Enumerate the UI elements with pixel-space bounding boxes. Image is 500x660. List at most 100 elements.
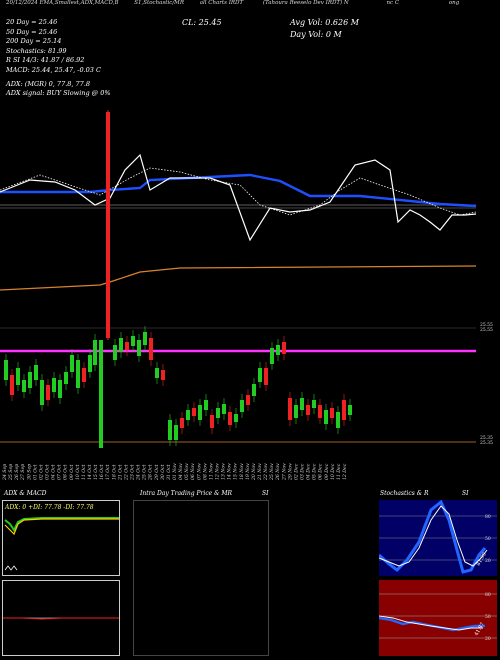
- candle: [76, 360, 80, 388]
- candle: [240, 400, 244, 412]
- intraday-panel-title: Intra Day Trading Price & MR: [140, 490, 233, 497]
- candle: [155, 368, 159, 378]
- candle: [180, 418, 184, 428]
- intraday-si-label: SI: [262, 490, 269, 497]
- candle: [330, 408, 334, 418]
- ema20-label: 20 Day = 25.46: [6, 18, 58, 26]
- adx-label: ADX: (MGR) 0, 77.8, 77.8: [6, 79, 91, 88]
- date-label: 10 Oct: [75, 464, 81, 480]
- date-label: 02 Dec: [293, 463, 299, 480]
- date-label: 28 Oct: [148, 464, 154, 481]
- candle: [336, 412, 340, 428]
- si-level-20: 20: [485, 636, 491, 642]
- candle: [149, 338, 153, 360]
- date-label: 25 Nov: [269, 463, 275, 481]
- date-label: 11 Dec: [336, 463, 342, 480]
- r-si-label: R SI 14/3: 41.87 / 86.92: [6, 56, 85, 65]
- si-level-80: 80: [485, 592, 491, 598]
- date-label: 09 Oct: [69, 464, 75, 480]
- candle: [40, 380, 44, 405]
- date-label: 27 Nov: [281, 463, 287, 481]
- stochastics-label: Stochastics: 81.99: [6, 46, 67, 55]
- date-label: 04 Oct: [51, 464, 57, 480]
- candle: [204, 400, 208, 410]
- date-label: 27 Sep: [20, 464, 26, 481]
- indicator-info: 20 Day = 25.46 50 Day = 25.46 200 Day = …: [6, 18, 111, 99]
- date-label: 07 Oct: [57, 464, 63, 480]
- orange-ma-line: [0, 265, 477, 291]
- date-label: 01 Oct: [32, 464, 38, 480]
- candle: [88, 355, 92, 372]
- price-label-upper-b: 25.55: [480, 327, 493, 333]
- candle: [58, 380, 62, 398]
- header-far-right: ong: [448, 0, 460, 6]
- candle: [16, 368, 20, 385]
- date-label: 14 Oct: [87, 464, 93, 480]
- candle: [10, 375, 14, 395]
- date-label: 06 Dec: [318, 463, 324, 480]
- date-label: 22 Oct: [123, 464, 129, 481]
- candle: [216, 408, 220, 418]
- candle: [28, 372, 32, 388]
- date-label: 11 Nov: [208, 463, 214, 480]
- candle: [318, 405, 322, 418]
- candle: [143, 332, 147, 345]
- date-label: 24 Sep: [2, 464, 8, 481]
- date-label: 04 Nov: [178, 463, 184, 480]
- date-label: 10 Dec: [330, 463, 336, 480]
- price-label-upper-a: 25.55: [480, 322, 493, 328]
- stoch-panel-title: Stochastics & R: [380, 490, 429, 497]
- date-label: 05 Nov: [184, 463, 190, 480]
- candle: [192, 408, 196, 416]
- candle: [276, 345, 280, 355]
- date-label: 07 Nov: [196, 463, 202, 480]
- date-label: 26 Sep: [14, 464, 20, 481]
- candle: [348, 405, 352, 415]
- date-label: 14 Nov: [227, 463, 233, 480]
- date-label: 30 Sep: [26, 464, 32, 480]
- candle: [258, 368, 262, 382]
- stoch-level-20: 20: [485, 558, 491, 564]
- si-level-50: 50: [485, 614, 491, 620]
- candle: [161, 370, 165, 380]
- candle: [324, 410, 328, 424]
- date-label: 29 Oct: [154, 464, 160, 481]
- date-label: 15 Nov: [233, 463, 239, 480]
- date-label: 25 Sep: [8, 464, 14, 481]
- candle: [70, 355, 74, 372]
- candle: [228, 412, 232, 425]
- plus-di-line: [4, 517, 119, 532]
- candle: [4, 360, 8, 380]
- white-dotted-line: [0, 167, 477, 216]
- date-label: 01 Nov: [172, 463, 178, 480]
- macd-label: MACD: 25.44, 25.47, -0.03 C: [6, 65, 101, 74]
- header-left-title: 20/12/2024 EMA,Smallest,ADX,MACD,B: [6, 0, 119, 6]
- white-price-line: [0, 153, 477, 242]
- date-label: 13 Nov: [221, 463, 227, 480]
- header-mid2-title: all Charts IRDT: [199, 0, 244, 6]
- candle: [137, 340, 141, 356]
- candles: [4, 326, 352, 446]
- date-label: 22 Nov: [263, 463, 269, 481]
- main-price-chart: 25.55 25.55 25.35 25.35 24 Sep 25 Sep 26 S…: [0, 110, 493, 481]
- date-label: 11 Oct: [81, 464, 87, 480]
- date-label: 05 Dec: [312, 463, 318, 480]
- date-label: 12 Dec: [342, 463, 348, 480]
- stochastics-panel: 80 50 20 81.99: [379, 500, 497, 576]
- date-label: 19 Nov: [245, 463, 251, 480]
- date-label: 20 Nov: [251, 463, 257, 481]
- candle: [34, 365, 38, 380]
- candle: [22, 380, 26, 392]
- date-label: 30 Oct: [160, 464, 166, 480]
- candle: [82, 368, 86, 382]
- candle: [113, 345, 117, 360]
- macd-signal-line: [3, 617, 119, 620]
- header-right-title: (Tahoura Reeselo Dev IRDT) N: [262, 0, 349, 6]
- date-label: 08 Oct: [63, 464, 69, 480]
- si-white-line: [379, 615, 483, 631]
- date-label: 18 Nov: [239, 463, 245, 480]
- date-label: 16 Oct: [99, 464, 105, 480]
- blue-ema-line: [0, 173, 477, 208]
- date-label: 12 Nov: [215, 463, 221, 480]
- header-mid-title: S1,Stochastic/MR: [134, 0, 184, 6]
